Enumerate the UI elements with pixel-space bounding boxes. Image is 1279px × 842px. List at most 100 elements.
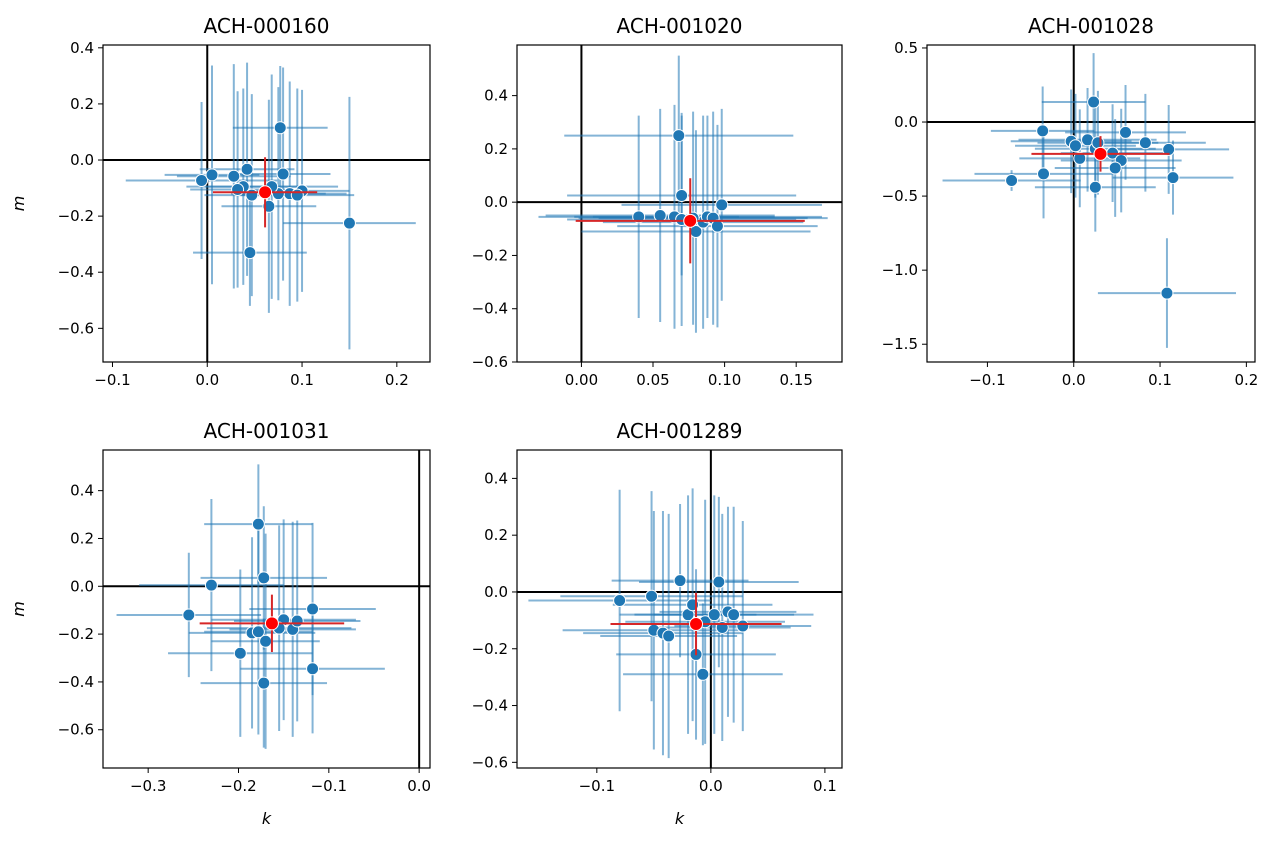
- mean-point: [264, 616, 279, 631]
- data-point: [257, 676, 271, 690]
- data-point: [736, 619, 750, 633]
- x-tick-label: 0.10: [708, 371, 741, 389]
- data-point: [233, 646, 247, 660]
- mean-point: [683, 213, 698, 228]
- x-tick-label: 0.0: [407, 777, 431, 795]
- chart-title: ACH-000160: [204, 14, 330, 38]
- data-point: [1138, 136, 1152, 150]
- y-tick-label: 0.4: [70, 482, 94, 500]
- y-tick-label: −0.6: [472, 353, 508, 371]
- y-tick-label: 0.4: [484, 469, 508, 487]
- data-point: [715, 198, 729, 212]
- data-point: [727, 608, 741, 622]
- subplot-3: −0.1 0.0 0.1 0.2 −1.5 −1.0 −0.5 0.0 0.5 ACH-00102…: [882, 14, 1259, 389]
- subplot-2: 0.00 0.05 0.10 0.15 −0.6 −0.4 −0.2 0.0 0.2 0.4 ACH…: [472, 14, 843, 389]
- x-tick-label: −0.1: [579, 777, 615, 795]
- x-tick-label: 0.00: [565, 371, 598, 389]
- data-point: [662, 629, 676, 643]
- data-point: [1088, 180, 1102, 194]
- data-point: [1068, 139, 1082, 153]
- axes-frame: [926, 44, 1256, 363]
- data-point: [1119, 125, 1133, 139]
- data-point: [1162, 142, 1176, 156]
- y-tick-label: 0.4: [70, 39, 94, 57]
- x-axis-label: k: [675, 809, 685, 828]
- x-tick-label: 0.1: [1148, 371, 1172, 389]
- x-tick-label: 0.0: [699, 777, 723, 795]
- x-tick-label: 0.05: [636, 371, 669, 389]
- chart-title: ACH-001028: [1028, 14, 1154, 38]
- data-point: [1005, 174, 1019, 188]
- data-point: [342, 216, 356, 230]
- data-point: [251, 517, 265, 531]
- data-point: [243, 246, 257, 260]
- data-point: [712, 575, 726, 589]
- chart-title: ACH-001031: [204, 419, 330, 443]
- mean-point: [689, 617, 704, 632]
- plot-area: [927, 45, 1255, 362]
- data-point: [696, 667, 710, 681]
- y-tick-label: −0.2: [58, 207, 94, 225]
- y-tick-label: 0.0: [484, 193, 508, 211]
- data-point: [673, 574, 687, 588]
- data-point: [1091, 136, 1105, 150]
- plot-area: [103, 45, 430, 362]
- y-tick-label: −0.4: [58, 263, 94, 281]
- data-point: [257, 571, 271, 585]
- data-point: [1166, 171, 1180, 185]
- data-point: [251, 625, 265, 639]
- y-tick-label: −1.0: [882, 261, 918, 279]
- x-tick-label: −0.1: [311, 777, 347, 795]
- x-tick-label: 0.0: [1062, 371, 1086, 389]
- x-tick-label: 0.2: [1234, 371, 1258, 389]
- y-tick-label: −0.2: [472, 640, 508, 658]
- y-tick-label: −0.4: [472, 697, 508, 715]
- data-point: [1160, 286, 1174, 300]
- y-tick-label: 0.0: [70, 151, 94, 169]
- y-tick-label: 0.2: [484, 526, 508, 544]
- y-tick-label: −0.6: [472, 753, 508, 771]
- data-point: [710, 219, 724, 233]
- data-point: [1073, 151, 1087, 165]
- plot-area: [103, 450, 430, 768]
- x-tick-label: 0.1: [290, 371, 314, 389]
- mean-point: [258, 185, 273, 200]
- y-axis-label: m: [9, 601, 28, 617]
- data-point: [290, 188, 304, 202]
- y-tick-label: 0.2: [484, 140, 508, 158]
- y-tick-label: −0.6: [58, 721, 94, 739]
- y-tick-label: −0.4: [58, 673, 94, 691]
- data-point: [1108, 161, 1122, 175]
- mean-point: [1093, 146, 1108, 161]
- data-point: [1087, 95, 1101, 109]
- x-tick-label: 0.1: [813, 777, 837, 795]
- x-tick-label: 0.15: [779, 371, 812, 389]
- data-point: [306, 602, 320, 616]
- y-tick-label: 0.2: [70, 95, 94, 113]
- y-tick-label: 0.0: [70, 577, 94, 595]
- axes-frame: [516, 44, 843, 363]
- data-point: [227, 169, 241, 183]
- data-point: [645, 589, 659, 603]
- chart-title: ACH-001289: [617, 419, 743, 443]
- x-tick-label: 0.2: [385, 371, 409, 389]
- data-point: [1036, 124, 1050, 138]
- subplot-1: −0.1 0.0 0.1 0.2 −0.6 −0.4 −0.2 0.0 0.2 0.4 ACH-00…: [9, 14, 431, 389]
- x-axis-label: k: [262, 809, 272, 828]
- y-tick-label: −0.2: [472, 246, 508, 264]
- y-tick-label: 0.5: [894, 39, 918, 57]
- data-point: [653, 208, 667, 222]
- x-tick-label: −0.1: [969, 371, 1005, 389]
- plot-area: [517, 45, 842, 362]
- data-point: [240, 162, 254, 176]
- data-point: [276, 167, 290, 181]
- axes-frame: [102, 44, 431, 363]
- y-tick-label: 0.0: [894, 113, 918, 131]
- x-tick-label: −0.2: [220, 777, 256, 795]
- x-tick-label: −0.3: [130, 777, 166, 795]
- y-axis-label: m: [9, 196, 28, 212]
- data-point: [1037, 167, 1051, 181]
- y-tick-label: 0.2: [70, 529, 94, 547]
- y-tick-label: −0.5: [882, 187, 918, 205]
